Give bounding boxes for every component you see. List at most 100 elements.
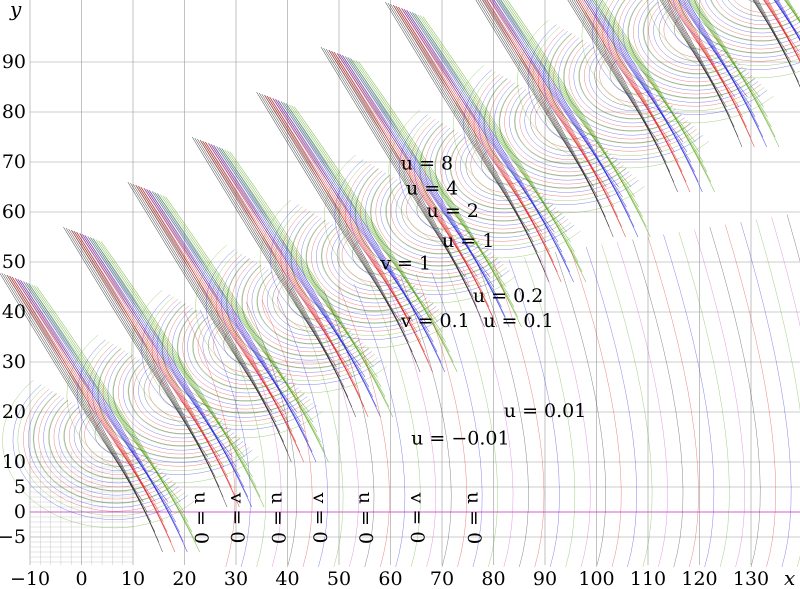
family-curve [500, 0, 639, 238]
family-curve [409, 11, 567, 263]
family-loop [455, 138, 541, 205]
family-loop [602, 0, 762, 107]
family-curve [93, 238, 253, 478]
family-loop [553, 35, 688, 140]
curve-label: u = 4 [406, 178, 458, 200]
family-curve [23, 281, 181, 503]
family-arc [246, 301, 298, 568]
family-curve [15, 278, 169, 503]
family-curve [414, 13, 575, 253]
family-loop [710, 0, 800, 30]
family-loop [514, 91, 609, 165]
family-curve [597, 0, 708, 173]
family-loop [69, 408, 155, 475]
family-curve [687, 0, 760, 98]
family-curve [157, 193, 318, 433]
family-arc [199, 309, 251, 568]
family-loop [648, 3, 734, 70]
family-loop [716, 0, 799, 25]
family-curve [678, 0, 748, 98]
family-loop [259, 199, 452, 349]
family-loop [489, 80, 624, 185]
family-loop [463, 69, 639, 205]
family-loop [658, 8, 728, 62]
family-loop [159, 374, 204, 410]
family-loop [419, 123, 562, 234]
family-loop [138, 365, 217, 427]
family-curve [149, 190, 305, 433]
family-curve [406, 10, 562, 283]
family-curve [677, 0, 755, 148]
y-tick-label: 80 [2, 101, 26, 123]
family-loop [484, 78, 627, 189]
family-loop [197, 318, 284, 385]
family-curve [9, 276, 160, 513]
family-curve [333, 51, 485, 328]
family-curve [498, 0, 636, 198]
family-loop [545, 104, 590, 140]
family-loop [721, 0, 796, 22]
family-arc [725, 224, 776, 568]
family-loop [291, 213, 434, 324]
x-tick-label: 10 [121, 568, 145, 589]
family-loop [699, 0, 800, 38]
family-curve [681, 0, 756, 118]
family-curve [278, 100, 434, 343]
family-curve [216, 146, 373, 398]
family-loop [336, 233, 406, 287]
y-tick-label: 20 [2, 401, 26, 423]
family-loop [63, 406, 158, 480]
family-arc [369, 281, 421, 568]
family-curve [344, 56, 502, 308]
family-loop [678, 0, 800, 54]
grid [29, 0, 800, 565]
family-arc [585, 246, 637, 568]
family-loop [468, 71, 636, 201]
family-curve [669, 0, 736, 98]
x-tick-label: 80 [481, 568, 505, 589]
family-loop [581, 0, 774, 124]
curve-label: v = 0.1 [400, 310, 470, 332]
family-arc [477, 264, 529, 568]
family-loop [334, 159, 510, 295]
family-loop [470, 145, 532, 193]
family-loop [339, 161, 507, 291]
family-arc [647, 236, 699, 568]
family-loop [637, 0, 741, 79]
family-arc [261, 299, 313, 568]
family-arc [184, 311, 236, 568]
vertical-curve-label: u = 0 [463, 492, 485, 544]
family-loop [578, 46, 673, 120]
family-loop [81, 341, 250, 471]
family-loop [84, 415, 146, 463]
family-curve [74, 231, 225, 468]
family-loop [424, 125, 559, 230]
x-tick-label: 60 [378, 568, 402, 589]
family-loop [352, 239, 397, 275]
family-arc [508, 259, 560, 568]
y-tick-label: 70 [2, 151, 26, 173]
family-curve [350, 58, 511, 298]
family-loop [131, 289, 323, 439]
family-loop [524, 95, 603, 157]
family-loop [17, 386, 186, 516]
family-curve [593, 0, 700, 153]
family-arc [632, 239, 684, 568]
family-loop [390, 183, 477, 250]
curve-label: u = 2 [427, 200, 479, 222]
y-tick-label: 90 [2, 51, 26, 73]
family-loop [509, 89, 612, 169]
family-arc [570, 249, 622, 568]
family-curve [342, 55, 498, 298]
family-curve [763, 0, 800, 58]
family-loop [596, 0, 765, 111]
family-loop [748, 0, 781, 5]
family-curve [502, 0, 643, 218]
family-curve [353, 59, 515, 308]
family-loop [452, 64, 645, 214]
family-curve [587, 0, 691, 163]
family-loop [388, 109, 581, 259]
family-curve [401, 8, 555, 233]
family-loop [683, 0, 800, 50]
family-curve [79, 233, 233, 458]
